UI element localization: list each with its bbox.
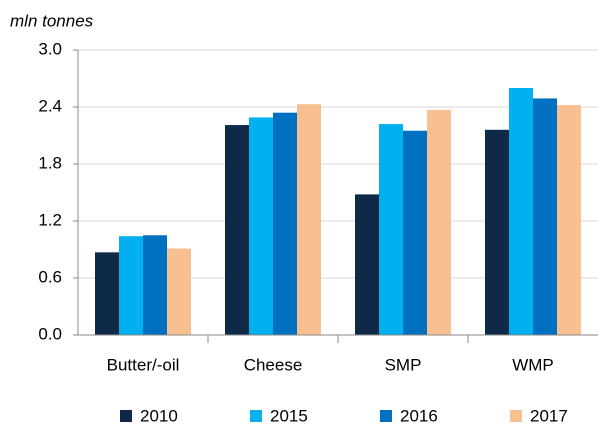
legend-swatch [250,410,262,422]
legend-swatch [510,410,522,422]
legend-swatch [380,410,392,422]
bar [297,104,321,336]
bar [427,109,451,335]
bar [379,124,403,335]
y-tick-label: 3.0 [38,39,62,58]
bar [167,248,191,335]
legend-swatch [120,410,132,422]
bar [249,117,273,335]
legend-label: 2016 [400,406,438,425]
bar [95,252,119,335]
x-tick-label: Cheese [244,355,303,374]
x-tick-label: WMP [512,355,554,374]
legend-label: 2015 [270,406,308,425]
y-axis-title: mln tonnes [10,11,94,30]
bar [509,88,533,335]
y-tick-label: 0.0 [38,324,62,343]
bar [355,194,379,335]
bar [485,129,509,335]
x-tick-label: Butter/-oil [107,355,180,374]
y-tick-label: 1.2 [38,210,62,229]
legend-label: 2010 [140,406,178,425]
bar [273,112,297,335]
bar [403,130,427,335]
legend-label: 2017 [530,406,568,425]
bar [119,236,143,335]
bar [557,105,581,335]
y-tick-label: 0.6 [38,267,62,286]
y-tick-label: 2.4 [38,96,62,115]
bar [225,125,249,335]
x-tick-label: SMP [385,355,422,374]
bar [143,235,167,335]
y-tick-label: 1.8 [38,153,62,172]
bar [533,98,557,335]
